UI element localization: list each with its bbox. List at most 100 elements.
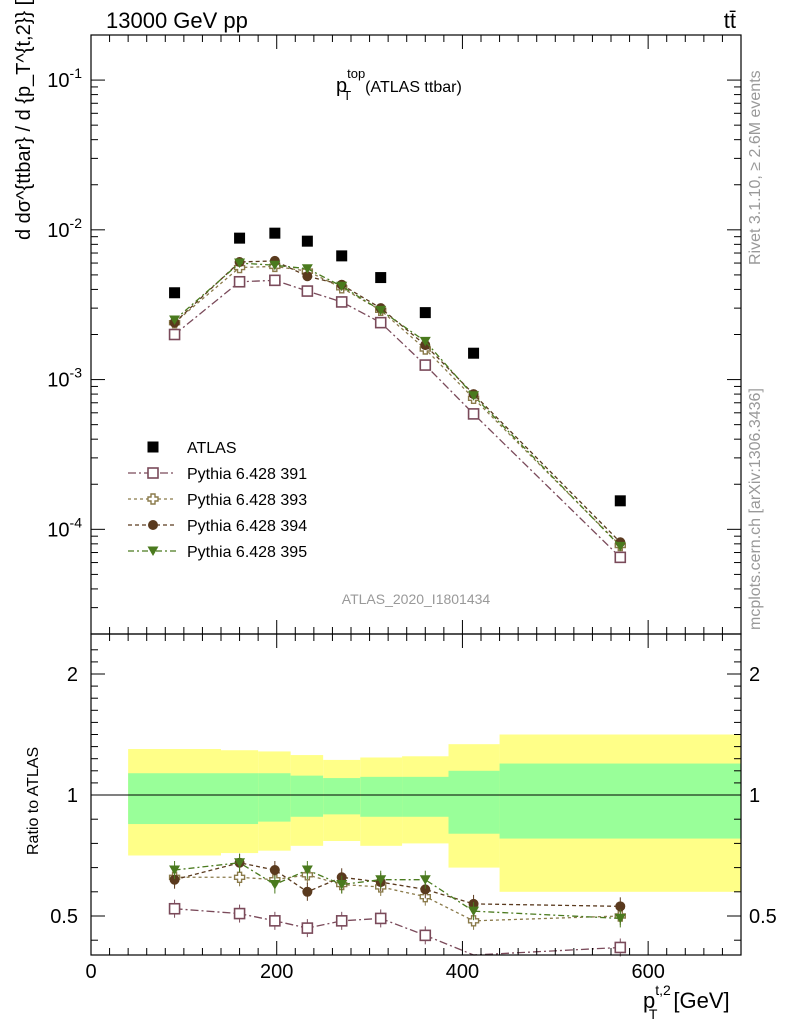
y-tick-label: 10-1: [47, 65, 82, 92]
plot-title-sup: top: [347, 66, 365, 81]
ratio-y-tick-label-right: 0.5: [749, 906, 777, 928]
energy-label: 13000 GeV pp: [106, 8, 248, 33]
data-point-0-7: [468, 347, 480, 359]
legend-label: ATLAS: [187, 440, 237, 457]
data-point-4-0: [169, 315, 181, 325]
main-panel: ATLAS Pythia 6.428 391 Pythia 6.428 393 Pyt…: [128, 227, 627, 564]
ratio-band-inner: [448, 770, 500, 834]
data-point-4-3: [301, 264, 313, 274]
y-tick-exponent: -1: [70, 65, 83, 81]
data-point-0-2: [269, 227, 281, 239]
data-point-1-5: [374, 316, 387, 329]
series-line-2: [174, 265, 621, 546]
ratio-point-1-2: [269, 915, 281, 927]
ratio-band-inner: [402, 776, 449, 817]
plot-title-main: p: [336, 75, 347, 97]
x-tick-label: 600: [631, 961, 664, 983]
x-axis-label: pt,2 T [GeV]: [643, 982, 730, 1022]
ratio-band-inner: [499, 763, 741, 839]
ratio-point-1-1: [233, 907, 246, 920]
data-point-4-6: [419, 336, 431, 347]
x-tick-label: 0: [85, 961, 96, 983]
data-point-0-8: [614, 495, 626, 507]
data-point-1-8: [614, 551, 627, 564]
x-axis-label-main: p: [643, 988, 655, 1013]
data-point-0-3: [301, 235, 313, 247]
ratio-point-1-3: [301, 922, 314, 934]
x-tick-label: 400: [446, 961, 479, 983]
data-point-4-2: [269, 260, 281, 271]
data-point-4-4: [336, 281, 348, 292]
ratio-line-4: [174, 862, 621, 920]
plot-title-suffix: (ATLAS ttbar): [365, 79, 462, 96]
ratio-band-inner: [360, 776, 403, 817]
ratio-point-4-1: [234, 858, 246, 868]
legend: ATLAS Pythia 6.428 391 Pythia 6.428 393 Pyt…: [128, 440, 307, 561]
ratio-point-1-4: [335, 915, 348, 927]
legend-marker: [147, 546, 159, 556]
y-tick-label: 10-3: [47, 365, 82, 392]
ratio-band-inner: [258, 773, 291, 822]
ratio-point-4-2: [269, 880, 281, 890]
y-tick-base: 10: [47, 70, 69, 92]
ratio-point-3-2: [269, 865, 280, 876]
data-point-0-1: [234, 232, 246, 244]
plot-title-sub: T: [343, 88, 351, 103]
ratio-point-1-8: [614, 941, 627, 954]
legend-marker: [148, 520, 158, 530]
ratio-point-3-8: [615, 901, 626, 912]
legend-label: Pythia 6.428 394: [187, 518, 307, 535]
ratio-point-2-1: [233, 871, 246, 883]
data-point-0-6: [419, 307, 431, 319]
x-axis-label-sup: t,2: [655, 982, 671, 998]
process-label: tt̄: [724, 8, 736, 33]
ratio-band-inner: [128, 773, 221, 825]
ratio-line-3: [174, 862, 621, 907]
y-axis-label-ratio: Ratio to ATLAS: [25, 747, 42, 855]
y-tick-exponent: -3: [70, 365, 83, 381]
ratio-y-tick-label: 1: [67, 785, 78, 807]
ratio-point-3-6: [420, 884, 431, 895]
ratio-y-tick-label-right: 2: [749, 664, 760, 686]
ratio-point-4-8: [614, 913, 626, 924]
plot-title: ptop T (ATLAS ttbar): [336, 66, 462, 103]
ratio-y-tick-label: 0.5: [50, 906, 78, 928]
ratio-point-4-5: [375, 875, 387, 885]
data-point-1-6: [419, 359, 432, 371]
data-point-3-3: [302, 271, 313, 282]
legend-marker: [147, 467, 159, 479]
data-point-4-5: [375, 305, 387, 316]
ratio-point-3-0: [169, 874, 180, 885]
series-line-1: [174, 279, 621, 558]
data-point-1-0: [168, 328, 181, 341]
data-point-0-0: [169, 287, 181, 299]
ratio-band-inner: [221, 773, 259, 825]
legend-label: Pythia 6.428 393: [187, 492, 307, 509]
y-tick-exponent: -4: [70, 514, 83, 530]
ratio-point-4-3: [301, 865, 313, 876]
y-tick-exponent: -2: [70, 215, 83, 231]
data-point-4-8: [614, 541, 626, 552]
ratio-point-1-6: [419, 929, 432, 942]
ratio-point-4-0: [169, 865, 181, 876]
ratio-point-2-7: [467, 915, 480, 927]
y-axis-label-main: d dσ^{ttbar} / d {p_T^{t,2}} [pb/GeV]: [13, 0, 35, 240]
mcplots-label: mcplots.cern.ch [arXiv:1306.3436]: [747, 388, 764, 630]
data-point-1-3: [301, 285, 314, 297]
y-tick-base: 10: [47, 220, 69, 242]
data-point-0-5: [375, 272, 387, 284]
y-tick-label: 10-2: [47, 215, 82, 242]
ratio-point-4-7: [468, 906, 480, 917]
data-point-0-4: [336, 250, 348, 262]
x-tick-label: 200: [260, 961, 293, 983]
ratio-y-tick-label-right: 1: [749, 785, 760, 807]
ratio-panel: [91, 734, 741, 957]
data-point-1-7: [467, 408, 480, 420]
legend-label: Pythia 6.428 391: [187, 466, 307, 483]
ratio-band-inner: [290, 775, 324, 817]
legend-marker: [147, 441, 159, 453]
y-tick-base: 10: [47, 519, 69, 541]
x-axis-label-sub: T: [649, 1006, 658, 1022]
ratio-line-1: [174, 908, 621, 956]
